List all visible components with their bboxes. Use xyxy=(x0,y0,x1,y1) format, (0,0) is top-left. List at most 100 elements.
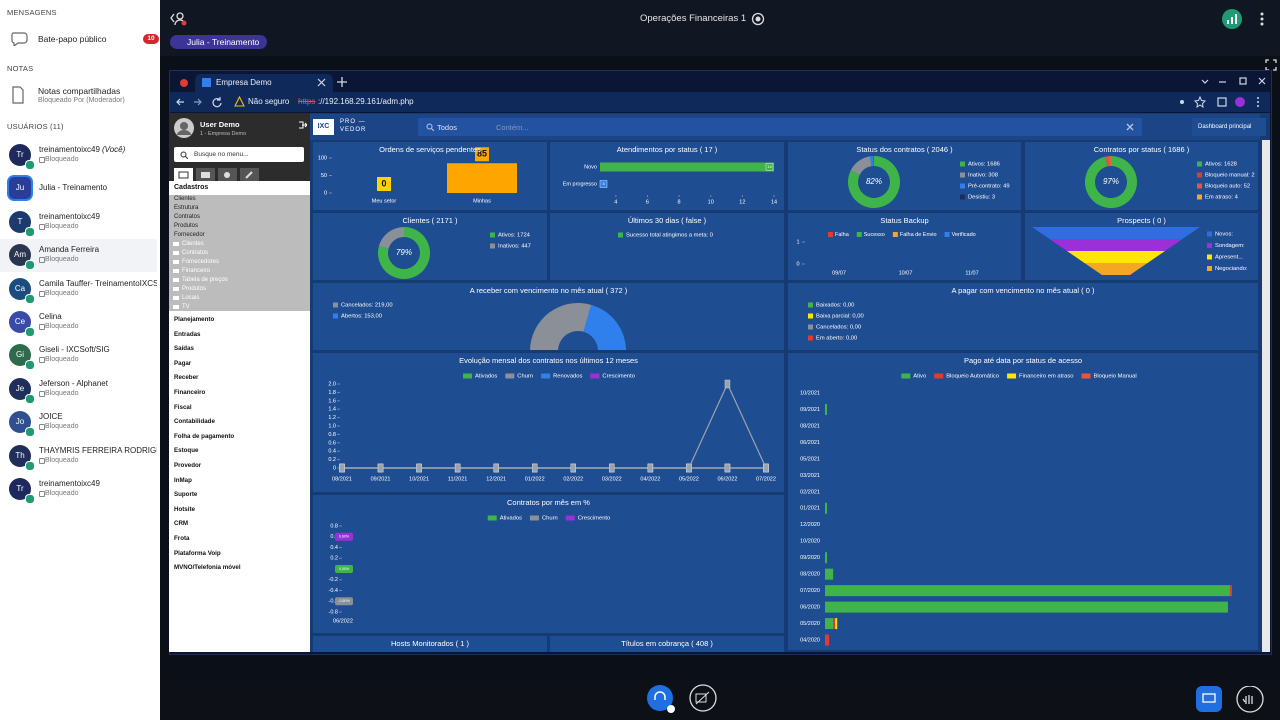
menu-section[interactable]: Pagar xyxy=(174,359,192,367)
panel-title: Atendimentos por status ( 17 ) xyxy=(616,145,718,154)
connection-icon[interactable] xyxy=(1222,9,1242,29)
menu-section[interactable]: Estoque xyxy=(174,447,199,455)
y-tick-label: 50 xyxy=(321,173,327,179)
y-tick-label: 0 xyxy=(324,190,327,196)
menu-section[interactable]: Frota xyxy=(174,535,190,542)
submenu-folder[interactable]: Fornecedores xyxy=(182,259,220,265)
user-name[interactable]: JOICE xyxy=(39,412,63,422)
filter-field[interactable]: Todos xyxy=(437,123,458,132)
panel: 79% Ativos: 1724 Inativos: 447 Clientes ( 2… xyxy=(313,213,547,280)
window-controls[interactable] xyxy=(1200,76,1270,88)
url-scheme: https xyxy=(298,97,316,106)
record-icon[interactable] xyxy=(751,12,765,26)
panel-chart: Ativados Churn Renovados Crescimento 0 0.2 0.4… xyxy=(328,373,776,482)
menu-section[interactable]: Saídas xyxy=(174,345,194,353)
panel-chart: 79% Ativos: 1724 Inativos: 447 xyxy=(378,227,531,279)
submenu-link[interactable]: Fornecedor xyxy=(174,232,205,238)
user-name[interactable]: Amanda Ferreira xyxy=(39,245,100,255)
browser-tools[interactable] xyxy=(1176,96,1266,108)
url-path[interactable]: ://192.168.29.161/adm.php xyxy=(318,97,414,106)
user-name[interactable]: Jeferson - Alphanet xyxy=(39,378,108,388)
dashboard-select[interactable] xyxy=(1192,118,1266,136)
nav-buttons[interactable] xyxy=(175,96,225,108)
user-name[interactable]: Celina xyxy=(39,312,62,321)
legend-swatch xyxy=(590,373,600,379)
menu-section[interactable]: Financeiro xyxy=(174,389,206,396)
menu-search[interactable] xyxy=(174,147,304,162)
legend-swatch xyxy=(463,373,473,379)
user-name[interactable]: treinamentoixc49 xyxy=(39,479,100,488)
y-tick-label: 04/2020 xyxy=(800,638,820,644)
filter-placeholder[interactable]: Contém... xyxy=(496,123,529,132)
new-tab[interactable] xyxy=(337,77,347,87)
address-bar xyxy=(170,92,1270,112)
user-name[interactable]: Julia - Treinamento xyxy=(39,183,108,193)
submenu-folder[interactable]: Tabela de preços xyxy=(182,277,228,283)
menu-section[interactable]: Plataforma Voip xyxy=(174,549,221,557)
menu-section[interactable]: Folha de pagamento xyxy=(174,432,235,440)
user-name[interactable]: treinamentoixc49 xyxy=(39,211,100,221)
submenu-folder[interactable]: Contratos xyxy=(182,250,209,256)
open-section[interactable]: Cadastros xyxy=(174,184,209,191)
filter-bar[interactable] xyxy=(418,118,1142,136)
right-controls[interactable] xyxy=(1196,686,1266,714)
menu-section[interactable]: Suporte xyxy=(174,491,198,499)
user-name[interactable]: Camila Tauffer- TreinamentoIXCSoft xyxy=(39,278,157,288)
scrollbar[interactable] xyxy=(1262,140,1270,652)
clear-icon[interactable] xyxy=(1126,123,1134,131)
submenu-link[interactable]: Contratos xyxy=(174,214,201,220)
legend-label: Churn xyxy=(542,516,558,522)
submenu-folder[interactable]: Locais xyxy=(182,295,200,301)
user-name[interactable]: treinamentoixc49 xyxy=(39,145,100,154)
media-controls[interactable] xyxy=(646,684,718,714)
user-name[interactable]: Giseli - IXCSoft/SIG xyxy=(39,345,110,355)
menu-section[interactable]: Receber xyxy=(174,374,199,382)
menu-section[interactable]: Fiscal xyxy=(174,403,192,411)
user-icon[interactable] xyxy=(168,10,188,28)
bar-segment xyxy=(1229,585,1232,597)
menu-tabs[interactable] xyxy=(174,168,260,181)
menu-section[interactable]: Provedor xyxy=(174,462,202,469)
fullscreen-icon[interactable] xyxy=(1265,59,1277,71)
submenu-folder[interactable]: TV xyxy=(182,304,190,310)
menu-section[interactable]: InMap xyxy=(174,476,192,484)
menu-section[interactable]: Planejamento xyxy=(174,316,215,323)
submenu-folder[interactable]: Produtos xyxy=(182,286,207,292)
logout-icon[interactable] xyxy=(298,121,307,129)
security-label[interactable]: Não seguro xyxy=(248,97,290,106)
panel-title: Últimos 30 dias ( false ) xyxy=(627,216,707,225)
shared-notes[interactable]: Notas compartilhadas xyxy=(38,86,121,96)
user-name[interactable]: THAYMRIS FERREIRA RODRIGUES xyxy=(39,445,157,455)
menu-section[interactable]: Contabilidade xyxy=(174,418,215,426)
submenu-link[interactable]: Estrutura xyxy=(174,205,199,211)
panel-chart: Falha Sucesso Falha de Envio Verificado 0 1 09… xyxy=(796,232,978,277)
tab-close[interactable] xyxy=(317,78,326,87)
y-tick-label: -0.4 xyxy=(329,588,338,594)
legend-label: Bloqueio Manual xyxy=(1094,374,1137,380)
menu-section[interactable]: CRM xyxy=(174,520,189,528)
bar-segment xyxy=(825,552,828,564)
x-tick-label: 08/2021 xyxy=(332,476,352,482)
more-icon[interactable] xyxy=(1259,11,1265,27)
active-tab[interactable] xyxy=(195,74,333,92)
legend-swatch xyxy=(808,313,813,319)
submenu-link[interactable]: Produtos xyxy=(174,223,199,229)
legend-swatch xyxy=(856,232,862,237)
menu-section[interactable]: Entradas xyxy=(174,330,201,338)
submenu-folder[interactable]: Financeiro xyxy=(182,268,211,274)
legend-label: Sondagem: xyxy=(1215,243,1245,249)
menu-section[interactable]: MVNO/Telefonia móvel xyxy=(174,564,241,572)
legend-swatch xyxy=(565,515,575,521)
legend-swatch xyxy=(1207,231,1212,237)
panel-title: Hosts Monitorados ( 1 ) xyxy=(391,639,469,648)
funnel-segment xyxy=(1049,239,1183,251)
dashboard-name: Dashboard principal xyxy=(1198,124,1252,130)
y-tick-label: 1.6 xyxy=(328,398,336,404)
presenter-pill: Julia - Treinamento xyxy=(170,35,268,49)
submenu-folder[interactable]: Clientes xyxy=(182,241,204,247)
public-chat[interactable]: Bate-papo público xyxy=(38,34,107,44)
menu-section[interactable]: Hotsite xyxy=(174,505,195,513)
submenu-link[interactable]: Clientes xyxy=(174,196,196,202)
legend-swatch xyxy=(490,243,495,249)
session-title: Operações Financeiras 1 xyxy=(640,13,747,24)
